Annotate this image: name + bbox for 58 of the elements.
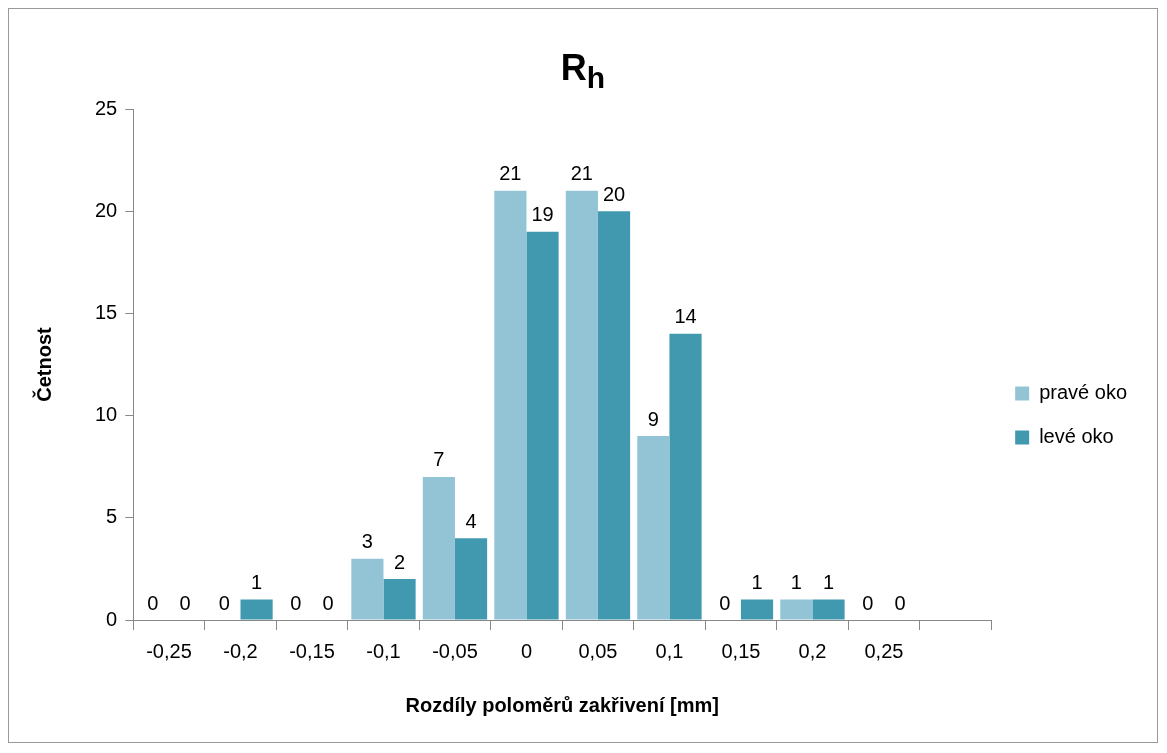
data-label: 0 bbox=[218, 591, 230, 614]
y-tick-label: 10 bbox=[95, 403, 118, 426]
y-tick-label: 5 bbox=[106, 505, 118, 528]
bar bbox=[526, 231, 559, 620]
x-tick-label: -0,1 bbox=[366, 639, 401, 662]
x-tick-label: -0,25 bbox=[146, 639, 192, 662]
data-label: 0 bbox=[147, 591, 159, 614]
data-label: 2 bbox=[394, 550, 406, 573]
y-tick-label: 20 bbox=[95, 198, 118, 221]
data-label: 21 bbox=[499, 162, 522, 185]
chart-title: R$_{h}$ bbox=[559, 47, 607, 96]
bar bbox=[565, 190, 598, 620]
data-label: 4 bbox=[465, 509, 477, 532]
x-tick-label: 0,2 bbox=[798, 639, 827, 662]
y-tick-label: 25 bbox=[95, 96, 118, 119]
bar bbox=[494, 190, 527, 620]
data-label: 1 bbox=[251, 571, 263, 594]
x-tick-label: -0,15 bbox=[289, 639, 335, 662]
x-tick-label: 0,25 bbox=[864, 639, 904, 662]
bar bbox=[740, 599, 774, 620]
data-label: 0 bbox=[179, 591, 191, 614]
data-label: 9 bbox=[647, 407, 659, 430]
bar bbox=[383, 579, 416, 620]
data-label: 1 bbox=[751, 571, 763, 594]
data-label: 21 bbox=[570, 162, 593, 185]
y-tick-label: 0 bbox=[106, 607, 118, 630]
data-label: 7 bbox=[433, 448, 445, 471]
data-label: 0 bbox=[322, 591, 334, 614]
legend-label: levé oko bbox=[1039, 425, 1114, 448]
bar bbox=[240, 599, 273, 620]
bar bbox=[422, 476, 455, 620]
x-tick-label: 0 bbox=[520, 639, 533, 662]
y-axis-title: Četnost bbox=[31, 326, 55, 402]
bar bbox=[637, 436, 670, 620]
x-tick-label: 0,15 bbox=[721, 639, 761, 662]
bar bbox=[669, 333, 702, 620]
bar bbox=[780, 599, 813, 620]
x-tick-label: -0,05 bbox=[432, 639, 478, 662]
data-label: 0 bbox=[719, 591, 731, 614]
data-label: 1 bbox=[790, 571, 802, 594]
data-label: 0 bbox=[290, 591, 302, 614]
data-label: 0 bbox=[894, 591, 906, 614]
x-tick-label: 0,05 bbox=[578, 639, 618, 662]
bar bbox=[812, 599, 845, 620]
y-tick-label: 15 bbox=[95, 300, 118, 323]
x-axis-title: Rozdíly poloměrů zakřivení [mm] bbox=[405, 693, 719, 716]
data-label: 1 bbox=[822, 571, 835, 594]
x-tick-label: 0,1 bbox=[655, 639, 684, 662]
bar bbox=[454, 538, 488, 620]
bar bbox=[351, 558, 384, 620]
legend-label: pravé oko bbox=[1039, 381, 1128, 404]
data-label: 0 bbox=[862, 591, 874, 614]
data-label: 19 bbox=[531, 203, 554, 226]
data-label: 3 bbox=[361, 530, 373, 553]
data-label: 14 bbox=[674, 305, 697, 328]
x-tick-label: -0,2 bbox=[223, 639, 258, 662]
bar bbox=[597, 211, 631, 620]
data-label: 20 bbox=[602, 182, 626, 205]
